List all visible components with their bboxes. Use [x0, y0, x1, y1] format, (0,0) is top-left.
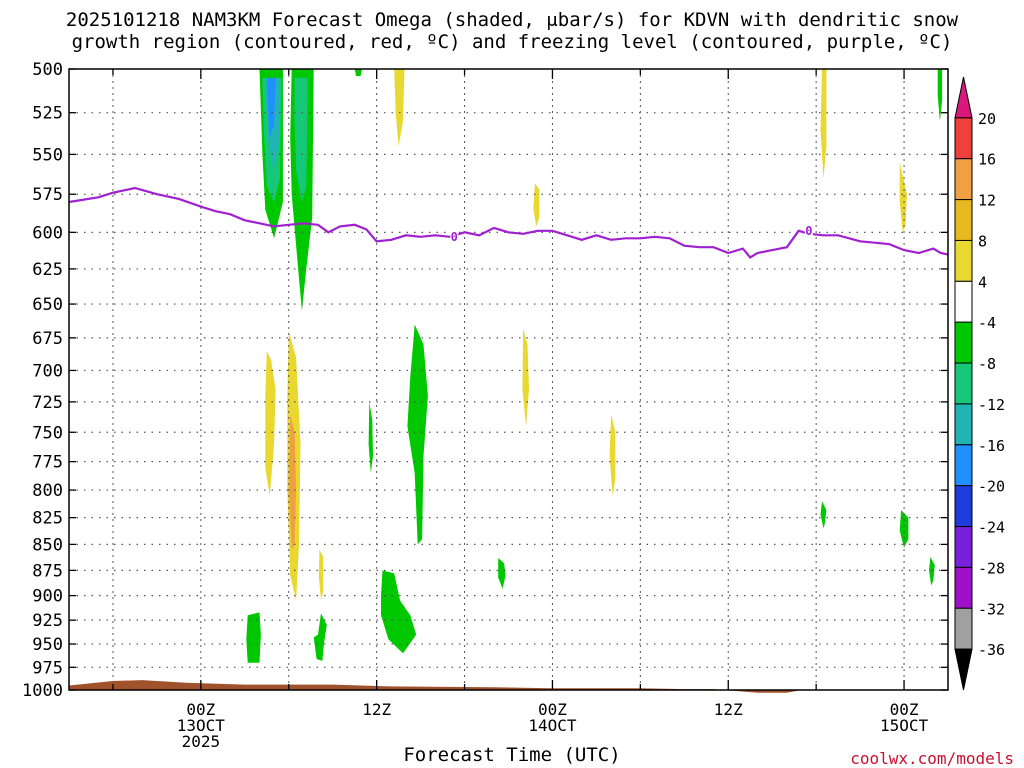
colorbar-swatch	[954, 526, 973, 568]
y-tick-label: 750	[32, 423, 63, 443]
omega-region	[266, 77, 276, 138]
chart-title-line-1: 2025101218 NAM3KM Forecast Omega (shaded…	[65, 9, 959, 31]
x-tick-label: 2025	[182, 732, 221, 751]
chart-title-line-2: growth region (contoured, red, ºC) and f…	[71, 31, 953, 53]
omega-region	[533, 183, 540, 227]
x-tick-label: 12Z	[362, 700, 391, 719]
y-tick-label: 575	[32, 185, 63, 205]
freezing-level-label: 0	[451, 230, 458, 244]
colorbar-swatch	[954, 321, 973, 364]
colorbar-label: 16	[978, 151, 996, 169]
y-tick-label: 1000	[22, 681, 63, 701]
plot-frame	[68, 68, 949, 691]
y-tick-label: 650	[32, 295, 63, 315]
colorbar-label: 8	[978, 232, 987, 250]
freezing-level-label: 0	[805, 224, 812, 238]
y-tick-label: 975	[32, 658, 63, 678]
omega-region	[609, 414, 616, 496]
colorbar-swatch	[954, 76, 973, 119]
y-tick-label: 825	[32, 509, 63, 529]
y-tick-label: 525	[32, 104, 63, 124]
colorbar-swatch	[954, 566, 973, 609]
colorbar-swatch	[954, 158, 973, 201]
omega-region	[498, 558, 506, 589]
omega-region	[368, 401, 373, 474]
colorbar-label: -12	[978, 396, 1005, 414]
y-tick-label: 725	[32, 393, 63, 413]
x-axis-title: Forecast Time (UTC)	[403, 744, 621, 766]
omega-region	[522, 328, 529, 427]
x-tick-label: 15OCT	[880, 716, 929, 735]
colorbar-swatch	[954, 444, 973, 487]
colorbar-label: -32	[978, 600, 1005, 618]
colorbar: 20 16 12 8 4 -4 -8 -12 -16 -20 -24 -28 -32 -36	[954, 76, 1005, 691]
colorbar-label: 4	[978, 273, 987, 291]
colorbar-swatch	[954, 199, 973, 241]
y-tick-label: 900	[32, 587, 63, 607]
y-tick-label: 950	[32, 635, 63, 655]
y-tick-label: 625	[32, 260, 63, 280]
x-tick-label: 13OCT	[177, 716, 226, 735]
omega-region	[820, 69, 827, 179]
omega-region	[394, 69, 405, 147]
y-tick-label: 550	[32, 145, 63, 165]
omega-region	[937, 69, 943, 122]
y-tick-label: 600	[32, 223, 63, 243]
y-axis: 500 525 550 575 600 625 650 675 700 725 750 775 800 8…	[22, 60, 948, 701]
y-tick-label: 850	[32, 535, 63, 555]
colorbar-label: -16	[978, 437, 1005, 455]
omega-region	[313, 613, 327, 661]
credit-link[interactable]: coolwx.com/models	[850, 749, 1014, 768]
colorbar-swatch	[954, 403, 973, 446]
y-tick-label: 800	[32, 481, 63, 501]
freezing-level-line	[68, 186, 949, 259]
colorbar-label: -20	[978, 478, 1005, 496]
colorbar-swatch	[954, 607, 973, 650]
omega-region	[899, 510, 909, 548]
omega-region	[899, 162, 907, 233]
omega-region	[381, 570, 417, 654]
colorbar-swatch	[954, 362, 973, 405]
omega-region	[820, 501, 827, 529]
y-tick-label: 700	[32, 361, 63, 381]
y-tick-label: 875	[32, 561, 63, 581]
omega-region	[929, 557, 935, 586]
x-tick-label: 14OCT	[528, 716, 577, 735]
omega-region	[294, 77, 308, 202]
colorbar-label: -28	[978, 559, 1005, 577]
colorbar-swatch	[954, 485, 973, 528]
colorbar-swatch	[954, 117, 973, 160]
colorbar-label: -24	[978, 519, 1005, 537]
omega-region	[407, 324, 428, 545]
colorbar-label: -8	[978, 355, 996, 373]
y-tick-label: 675	[32, 329, 63, 349]
colorbar-label: 12	[978, 192, 996, 210]
colorbar-label: -4	[978, 314, 996, 332]
omega-region	[288, 414, 297, 550]
x-tick-label: 12Z	[714, 700, 743, 719]
x-tick-label: 00Z	[890, 700, 919, 719]
x-tick-label: 00Z	[186, 700, 215, 719]
y-tick-label: 775	[32, 453, 63, 473]
colorbar-swatch	[954, 648, 973, 691]
colorbar-swatch	[954, 280, 973, 323]
colorbar-swatch	[954, 239, 973, 282]
colorbar-label: 20	[978, 110, 996, 128]
omega-region	[318, 549, 324, 601]
omega-region	[265, 351, 276, 496]
y-tick-label: 925	[32, 611, 63, 631]
freezing-label-bg	[804, 224, 813, 236]
colorbar-label: -36	[978, 641, 1005, 659]
omega-region	[246, 612, 261, 663]
omega-region	[354, 69, 362, 77]
y-tick-label: 500	[32, 60, 63, 80]
x-tick-label: 00Z	[538, 700, 567, 719]
freezing-label-bg	[450, 230, 459, 242]
